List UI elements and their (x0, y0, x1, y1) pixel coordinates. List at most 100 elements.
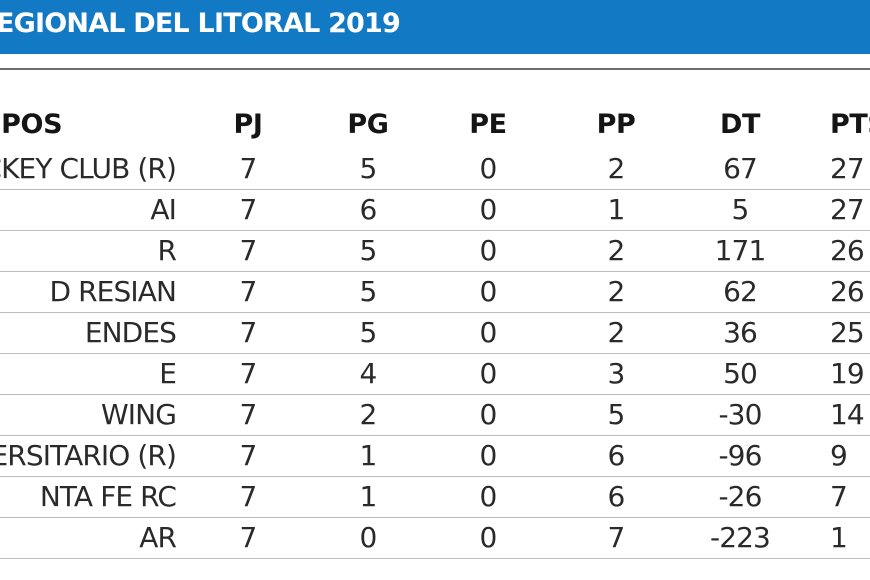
cell-pts: 26 (830, 275, 865, 308)
team-name: E (0, 354, 176, 394)
cell-dt: -30 (718, 398, 762, 431)
cell-dt: 62 (723, 275, 758, 308)
column-header-pe: PE (469, 109, 507, 140)
table-row: E 7 4 0 3 50 19 (0, 354, 870, 395)
column-header-pp: PP (596, 109, 636, 140)
team-name: AR (0, 518, 176, 558)
cell-pp: 2 (607, 152, 626, 185)
team-name-text: R (157, 234, 176, 267)
cell-pe: 0 (479, 439, 498, 472)
table-row: NTA FE RC 7 1 0 6 -26 7 (0, 477, 870, 518)
cell-pe: 0 (479, 521, 498, 554)
team-name: D RESIAN (0, 272, 176, 312)
column-header-pj: PJ (233, 109, 263, 140)
team-name-text: VERSITARIO (R) (0, 439, 176, 472)
table-row: R 7 5 0 2 171 26 (0, 231, 870, 272)
cell-pts: 27 (830, 193, 865, 226)
team-name-text: D RESIAN (49, 275, 176, 308)
cell-pg: 5 (359, 275, 378, 308)
table-row: WING 7 2 0 5 -30 14 (0, 395, 870, 436)
team-name-text: WING (101, 398, 176, 431)
cell-pts: 25 (830, 316, 865, 349)
divider (0, 68, 870, 70)
table-header-row: UIPOS PJ PG PE PP DT PTS (0, 100, 870, 149)
table-body: CKEY CLUB (R) 7 5 0 2 67 27 AI 7 6 0 1 5 27 R 7 5 0 2 171 26… (0, 149, 870, 559)
cell-dt: -223 (710, 521, 771, 554)
cell-pj: 7 (239, 275, 258, 308)
cell-pg: 0 (359, 521, 378, 554)
cell-pp: 3 (607, 357, 626, 390)
cell-pj: 7 (239, 152, 258, 185)
column-header-dt: DT (719, 109, 761, 140)
cell-pts: 7 (830, 480, 848, 513)
cell-pg: 5 (359, 152, 378, 185)
cell-pg: 4 (359, 357, 378, 390)
table-row: D RESIAN 7 5 0 2 62 26 (0, 272, 870, 313)
cell-pe: 0 (479, 234, 498, 267)
cell-dt: 36 (723, 316, 758, 349)
team-name: VERSITARIO (R) (0, 436, 176, 476)
column-header-pts: PTS (830, 109, 870, 140)
cell-dt: 50 (723, 357, 758, 390)
team-name-text: NTA FE RC (39, 480, 176, 513)
cell-pp: 2 (607, 316, 626, 349)
team-name-text: AI (150, 193, 176, 226)
cell-pg: 2 (359, 398, 378, 431)
cell-pg: 5 (359, 316, 378, 349)
cell-dt: 171 (714, 234, 767, 267)
cell-pp: 6 (607, 439, 626, 472)
cell-pj: 7 (239, 193, 258, 226)
column-header-pg: PG (347, 109, 389, 140)
cell-pg: 6 (359, 193, 378, 226)
standings-table: UIPOS PJ PG PE PP DT PTS CKEY CLUB (R) 7 5… (0, 100, 870, 559)
cell-pg: 1 (359, 480, 378, 513)
column-header-team: UIPOS (0, 109, 63, 140)
table-row: AI 7 6 0 1 5 27 (0, 190, 870, 231)
team-name: CKEY CLUB (R) (0, 149, 176, 189)
cell-pts: 14 (830, 398, 865, 431)
cell-pts: 26 (830, 234, 865, 267)
team-name: NTA FE RC (0, 477, 176, 517)
team-name-text: E (159, 357, 176, 390)
cell-pp: 6 (607, 480, 626, 513)
cell-pe: 0 (479, 152, 498, 185)
cell-pp: 2 (607, 234, 626, 267)
cell-dt: 67 (723, 152, 758, 185)
team-name: R (0, 231, 176, 271)
cell-pe: 0 (479, 193, 498, 226)
cell-pg: 5 (359, 234, 378, 267)
team-name-text: CKEY CLUB (R) (0, 152, 176, 185)
cell-pp: 5 (607, 398, 626, 431)
table-row: VERSITARIO (R) 7 1 0 6 -96 9 (0, 436, 870, 477)
cell-dt: -96 (718, 439, 762, 472)
cell-dt: 5 (731, 193, 750, 226)
table-row: ENDES 7 5 0 2 36 25 (0, 313, 870, 354)
cell-pp: 1 (607, 193, 626, 226)
table-title: EGIONAL DEL LITORAL 2019 (0, 8, 401, 39)
cell-pp: 2 (607, 275, 626, 308)
team-name-text: ENDES (84, 316, 176, 349)
team-name: ENDES (0, 313, 176, 353)
cell-pe: 0 (479, 480, 498, 513)
cell-pts: 19 (830, 357, 865, 390)
cell-pj: 7 (239, 357, 258, 390)
team-name-text: AR (139, 521, 176, 554)
cell-pj: 7 (239, 234, 258, 267)
team-name: AI (0, 190, 176, 230)
cell-pe: 0 (479, 398, 498, 431)
cell-pg: 1 (359, 439, 378, 472)
cell-dt: -26 (718, 480, 762, 513)
cell-pj: 7 (239, 480, 258, 513)
cell-pts: 27 (830, 152, 865, 185)
cell-pe: 0 (479, 357, 498, 390)
cell-pts: 1 (830, 521, 848, 554)
table-row: CKEY CLUB (R) 7 5 0 2 67 27 (0, 149, 870, 190)
title-banner: EGIONAL DEL LITORAL 2019 (0, 0, 870, 54)
cell-pj: 7 (239, 398, 258, 431)
cell-pj: 7 (239, 316, 258, 349)
team-name: WING (0, 395, 176, 435)
cell-pj: 7 (239, 439, 258, 472)
cell-pp: 7 (607, 521, 626, 554)
table-row: AR 7 0 0 7 -223 1 (0, 518, 870, 559)
cell-pj: 7 (239, 521, 258, 554)
